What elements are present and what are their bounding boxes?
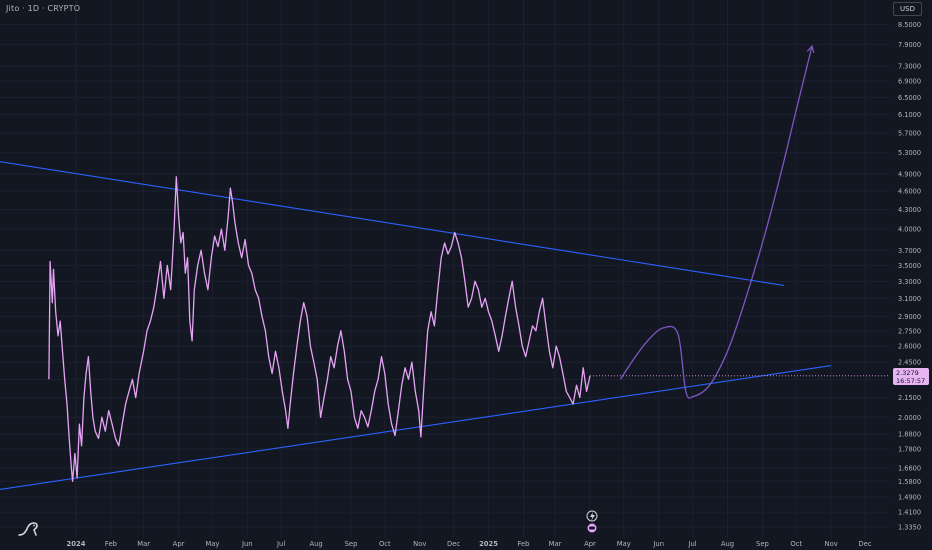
x-tick-label: Apr (173, 540, 185, 548)
y-tick-label: 1.4900 (898, 494, 921, 502)
x-tick-label: Jun (241, 540, 253, 548)
x-tick-label: Feb (105, 540, 117, 548)
x-tick-label: May (617, 540, 631, 548)
current-price-badge: 2.3279 16:57:57 (893, 367, 929, 385)
x-tick-label: Feb (517, 540, 529, 548)
bar-countdown: 16:57:57 (896, 376, 926, 385)
y-tick-label: 3.1000 (898, 295, 921, 303)
tradingview-logo-icon[interactable] (17, 520, 43, 538)
projection-curve (619, 45, 813, 399)
y-tick-label: 6.5000 (898, 94, 921, 102)
current-price-value: 2.3279 (896, 368, 919, 377)
y-tick-label: 1.5800 (898, 478, 921, 486)
y-tick-label: 1.3350 (898, 524, 921, 532)
x-tick-label: Nov (825, 540, 838, 548)
x-tick-label: Jun (652, 540, 664, 548)
y-tick-label: 4.9000 (898, 171, 921, 179)
x-tick-label: Oct (790, 540, 802, 548)
projection-arrowhead (806, 44, 815, 54)
y-tick-label: 1.4100 (898, 509, 921, 517)
trendlines (0, 161, 832, 490)
x-tick-label: Jul (276, 540, 285, 548)
projection-path (619, 44, 815, 399)
y-tick-label: 2.0000 (898, 414, 921, 422)
y-tick-label: 4.3000 (898, 206, 921, 214)
x-tick-label: May (205, 540, 219, 548)
y-tick-label: 6.1000 (898, 111, 921, 119)
x-tick-label: Mar (549, 540, 562, 548)
y-tick-label: 3.5000 (898, 262, 921, 270)
y-tick-label: 7.9000 (898, 41, 921, 49)
trendline-upper (0, 161, 784, 287)
y-tick-label: 1.7800 (898, 445, 921, 453)
x-tick-label: Mar (137, 540, 150, 548)
x-tick-label: Nov (413, 540, 426, 548)
x-tick-label: Apr (584, 540, 596, 548)
price-line (48, 176, 591, 482)
x-tick-label: 2025 (479, 540, 498, 548)
y-tick-label: 3.3000 (898, 278, 921, 286)
chart-title: Jito · 1D · CRYPTO (6, 4, 81, 13)
y-tick-label: 2.1500 (898, 394, 921, 402)
y-tick-label: 4.6000 (898, 188, 921, 196)
lightning-glyph (590, 512, 595, 521)
currency-selector[interactable]: USD (893, 2, 922, 16)
y-tick-label: 2.9000 (898, 313, 921, 321)
y-tick-label: 3.7000 (898, 247, 921, 255)
x-tick-label: Sep (756, 540, 769, 548)
time-axis[interactable]: 2024 Feb Mar Apr May Jun Jul Aug Sep Oct Nov Dec 202… (67, 540, 872, 548)
y-tick-label: 4.0000 (898, 226, 921, 234)
grid (0, 0, 890, 538)
x-tick-label: Jul (687, 540, 696, 548)
x-tick-label: Dec (447, 540, 460, 548)
y-tick-label: 5.3000 (898, 149, 921, 157)
x-tick-label: 2024 (67, 540, 86, 548)
price-axis[interactable]: 8.5000 7.9000 7.3000 6.9000 6.5000 6.1000 5.70… (898, 21, 921, 532)
y-tick-label: 5.7000 (898, 129, 921, 137)
x-tick-label: Aug (721, 540, 734, 548)
trendline-lower (0, 364, 832, 490)
y-tick-label: 2.6000 (898, 343, 921, 351)
x-tick-label: Aug (309, 540, 322, 548)
x-tick-label: Oct (379, 540, 391, 548)
y-tick-label: 1.6600 (898, 464, 921, 472)
y-tick-label: 8.5000 (898, 21, 921, 29)
y-tick-label: 6.9000 (898, 78, 921, 86)
y-tick-label: 2.4500 (898, 359, 921, 367)
y-tick-label: 2.7500 (898, 327, 921, 335)
x-tick-label: Dec (858, 540, 871, 548)
price-series (48, 176, 890, 482)
dividend-glyph (589, 526, 595, 530)
y-tick-label: 7.3000 (898, 62, 921, 70)
y-tick-label: 1.8800 (898, 431, 921, 439)
event-markers[interactable] (586, 510, 598, 534)
x-tick-label: Sep (345, 540, 358, 548)
